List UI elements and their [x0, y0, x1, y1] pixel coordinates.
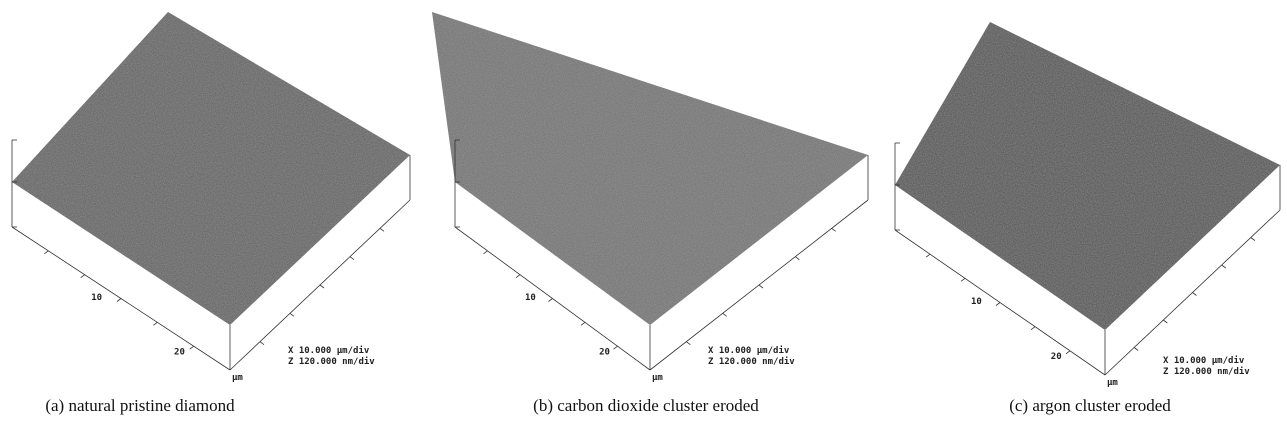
axis-line [1192, 292, 1197, 296]
tick-label: 10 [525, 293, 536, 303]
unit-label: μm [232, 373, 243, 383]
axis-line [319, 284, 325, 289]
axis-line [548, 298, 553, 302]
axis-line [758, 284, 764, 289]
axis-line [925, 253, 931, 258]
axis-line [515, 274, 521, 278]
surface [895, 22, 1280, 330]
axis-line [1250, 237, 1256, 241]
axis-line [580, 322, 586, 326]
axis-line [613, 345, 618, 350]
axis-line [795, 256, 800, 260]
caption: (c) argon cluster eroded [1009, 396, 1171, 415]
axis-line [1133, 347, 1139, 351]
scale-x: X 10.000 μm/div [1163, 355, 1245, 366]
scale-z: Z 120.000 nm/div [288, 356, 375, 367]
axis-line [960, 278, 966, 282]
axis-line [289, 313, 295, 317]
axis-line [44, 250, 49, 255]
axis-line [349, 256, 355, 260]
unit-label: μm [1107, 378, 1118, 388]
caption: (b) carbon dioxide cluster eroded [533, 396, 759, 415]
axis-line [686, 341, 691, 345]
axis-line [1065, 350, 1071, 355]
scale-x: X 10.000 μm/div [708, 345, 790, 356]
axis-line [722, 313, 727, 317]
scale-z: Z 120.000 nm/div [708, 356, 795, 367]
caption: (a) natural pristine diamond [45, 396, 235, 415]
surface [12, 12, 410, 325]
tick-label: 10 [971, 297, 982, 307]
axis-line [1221, 264, 1226, 269]
surface [432, 12, 868, 325]
unit-label: μm [652, 373, 663, 383]
axis-line [116, 298, 122, 302]
axis-line [153, 322, 158, 326]
scale-z: Z 120.000 nm/div [1163, 366, 1250, 377]
tick-label: 20 [1051, 352, 1062, 362]
axis-line [80, 274, 85, 278]
axis-line [189, 345, 194, 350]
axis-line [483, 250, 488, 255]
tick-label: 10 [91, 293, 102, 303]
axis-line [995, 302, 1001, 306]
axis-line [379, 228, 385, 232]
scale-x: X 10.000 μm/div [288, 345, 370, 356]
tick-label: 20 [174, 348, 185, 358]
axis-line [259, 341, 265, 345]
axis-line [1163, 319, 1168, 324]
tick-label: 20 [599, 348, 610, 358]
axis-line [1030, 326, 1036, 330]
axis-line [831, 228, 836, 232]
